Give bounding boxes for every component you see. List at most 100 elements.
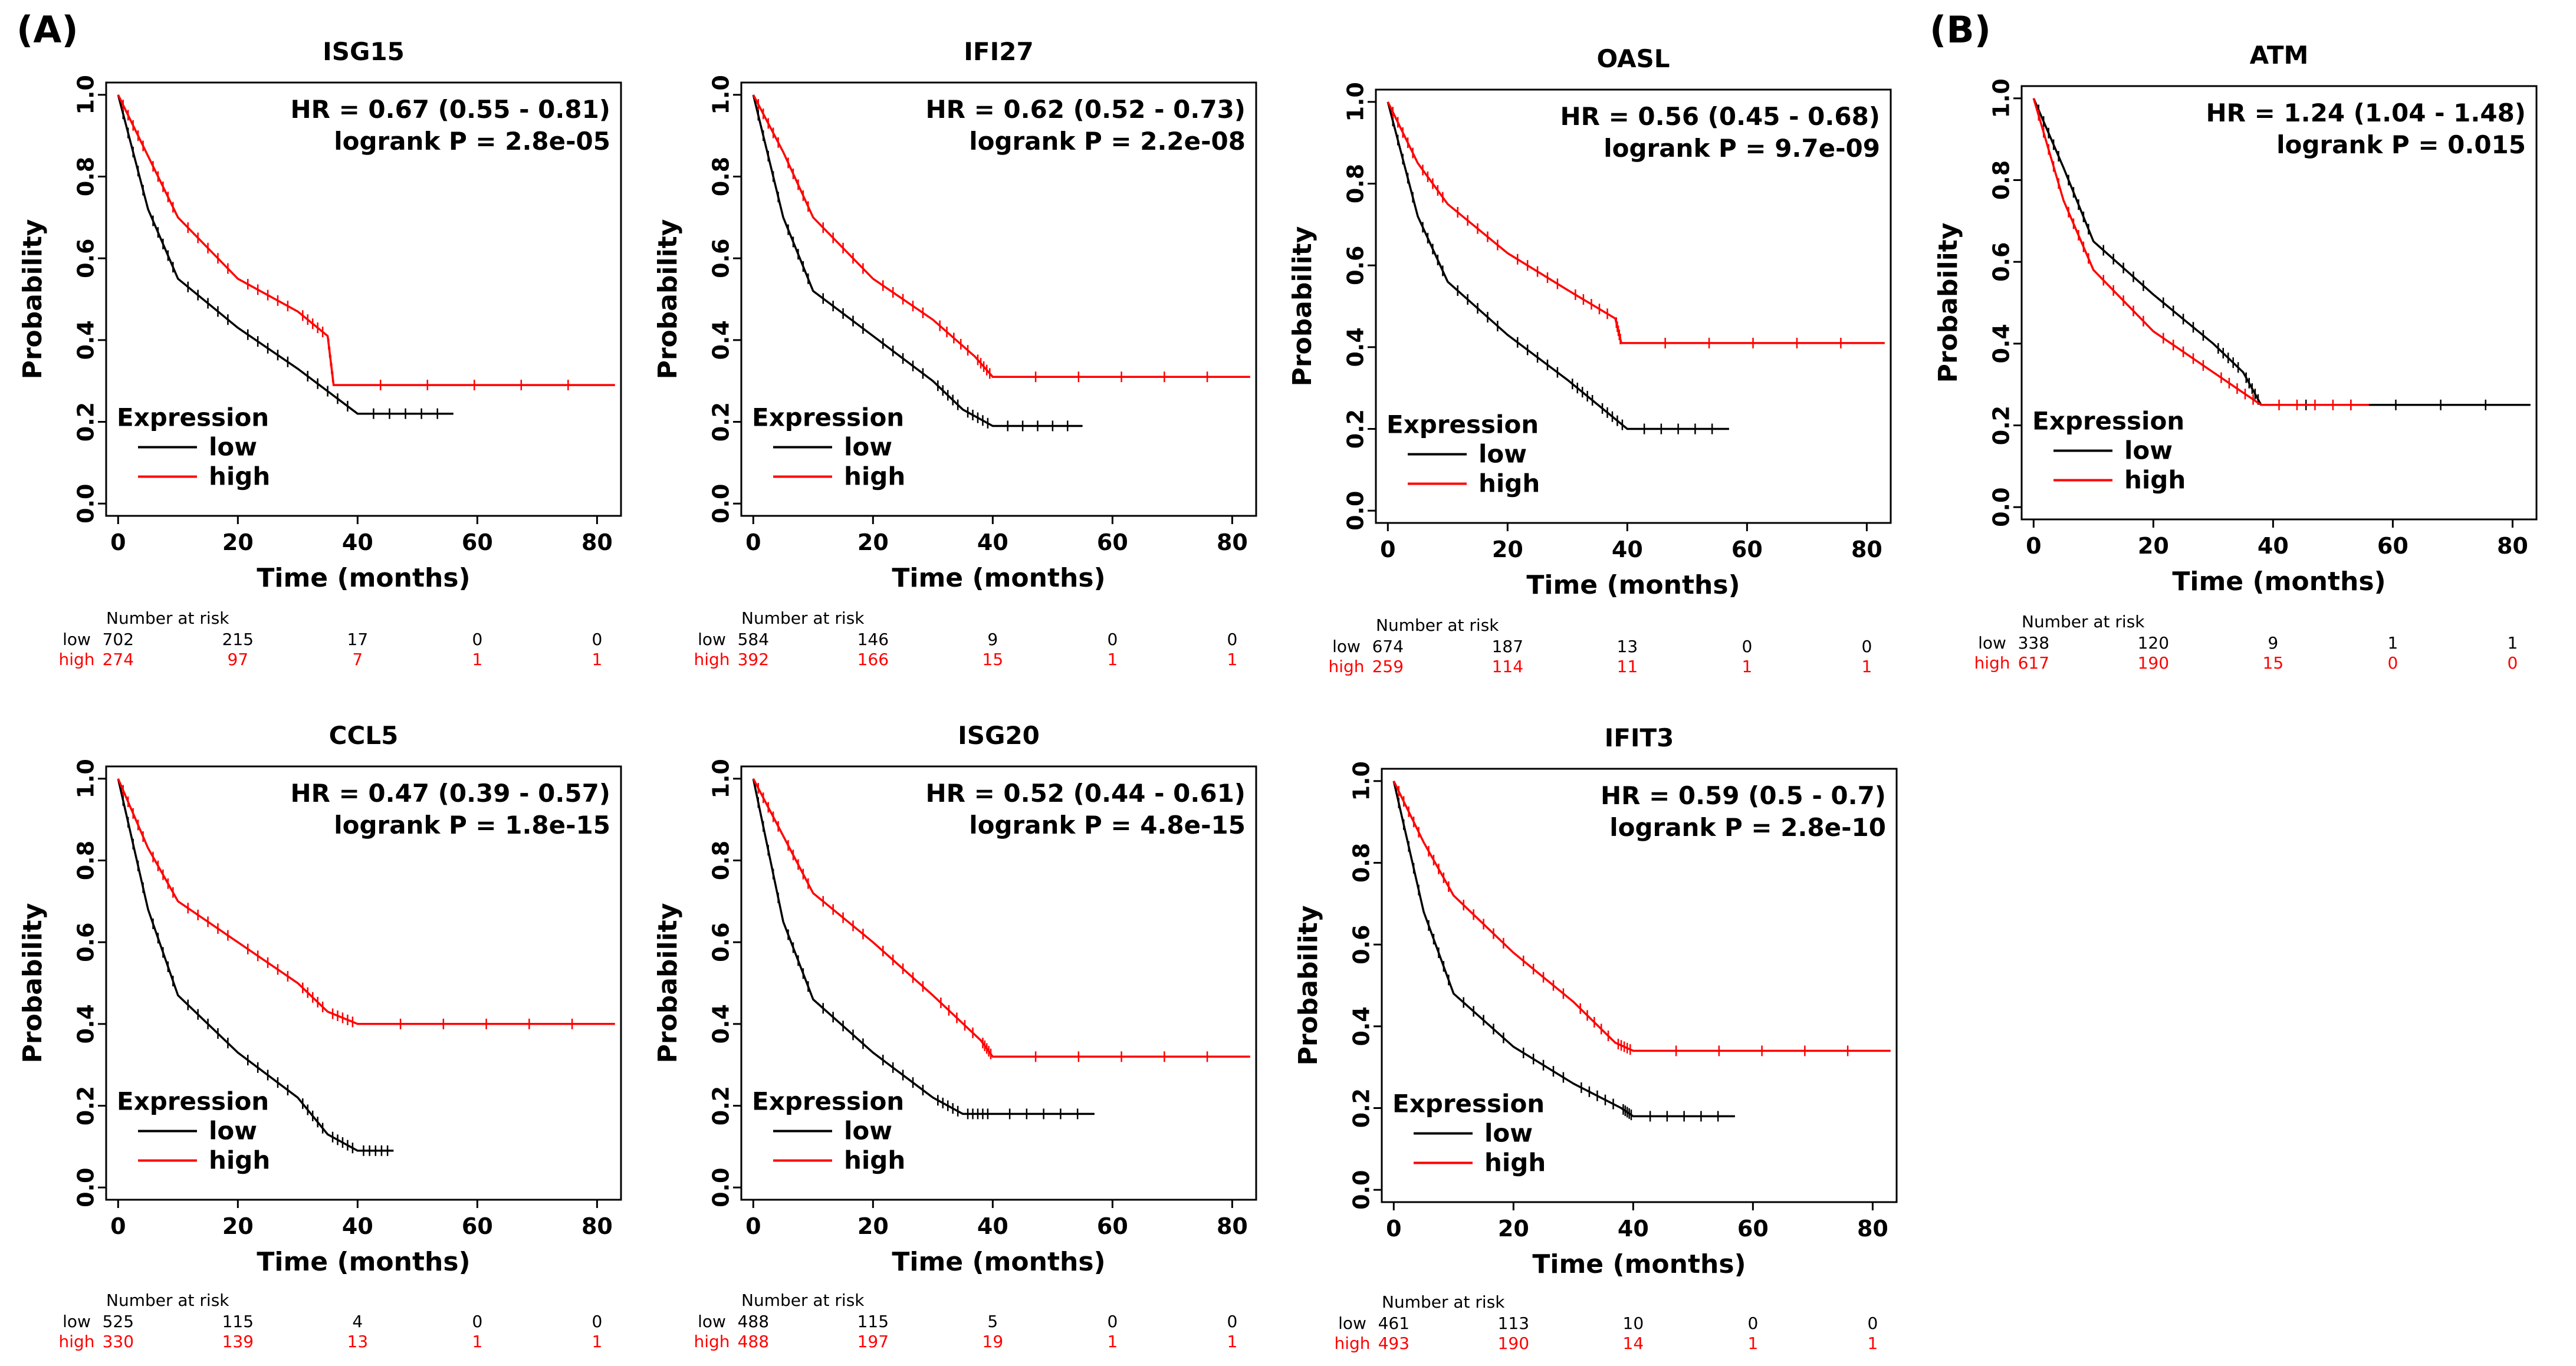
legend-title: Expression [752, 403, 904, 432]
logrank-annotation: logrank P = 4.8e-15 [969, 811, 1246, 840]
y-tick-label: 0.6 [73, 922, 99, 962]
x-tick-label: 20 [1492, 536, 1523, 562]
y-tick-label: 0.2 [708, 402, 734, 442]
risk-count-low: 146 [857, 630, 889, 649]
y-tick-label: 0.6 [73, 238, 99, 278]
risk-count-high: 259 [1372, 657, 1404, 676]
y-tick-label: 0.8 [708, 157, 734, 196]
logrank-annotation: logrank P = 2.2e-08 [969, 127, 1246, 156]
x-tick-label: 80 [581, 529, 613, 555]
chart-title: IFI27 [964, 37, 1033, 66]
y-tick-label: 0.2 [1343, 409, 1369, 449]
y-tick-label: 0.8 [73, 157, 99, 196]
risk-count-high: 392 [738, 650, 769, 669]
risk-count-high: 1 [1227, 650, 1237, 669]
y-tick-label: 1.0 [73, 759, 99, 798]
risk-count-high: 190 [2138, 653, 2169, 673]
x-tick-label: 80 [1217, 529, 1248, 555]
legend-label-low: low [1478, 439, 1527, 468]
legend-title: Expression [1386, 410, 1539, 439]
risk-count-low: 702 [103, 630, 134, 649]
legend-label-low: low [209, 1116, 257, 1145]
y-tick-label: 0.4 [73, 320, 99, 360]
risk-count-low: 0 [1227, 630, 1237, 649]
risk-count-low: 13 [1617, 637, 1638, 656]
risk-count-low: 17 [347, 630, 369, 649]
y-tick-label: 0.4 [1343, 327, 1369, 367]
y-tick-label: 0.2 [1349, 1088, 1375, 1128]
risk-table: Number at risklowhigh4614931131901014010… [1334, 1292, 1878, 1353]
y-tick-label: 1.0 [1343, 82, 1369, 121]
plot-frame [740, 765, 1257, 1201]
x-tick-label: 60 [2377, 533, 2409, 559]
risk-count-high: 1 [472, 1332, 482, 1351]
risk-count-low: 0 [1107, 630, 1118, 649]
risk-count-low: 120 [2138, 633, 2169, 653]
risk-count-high: 7 [352, 650, 363, 669]
risk-count-high: 617 [2018, 653, 2049, 673]
y-axis-label: Probability [653, 903, 683, 1064]
risk-count-high: 1 [1747, 1334, 1758, 1353]
hr-annotation: HR = 0.59 (0.5 - 0.7) [1601, 781, 1886, 810]
risk-count-low: 0 [1227, 1312, 1237, 1331]
risk-count-high: 493 [1378, 1334, 1409, 1353]
risk-count-low: 215 [222, 630, 254, 649]
panel-label-b: (B) [1930, 8, 1991, 51]
risk-count-low: 0 [1747, 1314, 1758, 1333]
x-tick-label: 40 [977, 1213, 1008, 1239]
risk-count-low: 10 [1623, 1314, 1644, 1333]
risk-count-high: 19 [983, 1332, 1004, 1351]
y-tick-label: 0.2 [73, 402, 99, 442]
hr-annotation: HR = 0.52 (0.44 - 0.61) [926, 779, 1246, 808]
risk-row-label-high: high [694, 650, 730, 669]
y-tick-label: 0.2 [73, 1086, 99, 1125]
y-tick-label: 0.4 [708, 320, 734, 360]
risk-table: Number at risklowhigh6742591871141311010… [1328, 615, 1872, 676]
risk-count-high: 1 [1742, 657, 1752, 676]
risk-count-low: 115 [222, 1312, 254, 1331]
x-tick-label: 60 [1097, 1213, 1128, 1239]
x-axis-label: Time (months) [892, 1247, 1105, 1277]
risk-count-high: 1 [1227, 1332, 1237, 1351]
y-tick-label: 0.6 [708, 238, 734, 278]
logrank-annotation: logrank P = 2.8e-10 [1609, 813, 1886, 842]
x-tick-label: 40 [342, 1213, 373, 1239]
risk-row-label-low: low [1978, 633, 2006, 653]
risk-count-high: 14 [1623, 1334, 1644, 1353]
risk-count-low: 584 [738, 630, 769, 649]
x-tick-label: 20 [222, 529, 254, 555]
legend-label-low: low [2124, 436, 2173, 465]
logrank-annotation: logrank P = 1.8e-15 [334, 811, 610, 840]
risk-count-high: 274 [103, 650, 134, 669]
x-tick-label: 0 [745, 529, 761, 555]
x-axis-label: Time (months) [892, 563, 1105, 593]
y-axis-label: Probability [18, 219, 48, 380]
x-tick-label: 0 [2026, 533, 2041, 559]
risk-table-header: Number at risk [2022, 612, 2145, 631]
logrank-annotation: logrank P = 2.8e-05 [334, 127, 610, 156]
km-panel-ifit3: IFIT3 0.0 0.2 0.4 0.6 0.8 1.0 0 20 40 60 80 Time (mo… [1293, 723, 1898, 1353]
y-tick-label: 0.0 [73, 484, 99, 524]
panel-label-a: (A) [17, 8, 78, 51]
y-tick-label: 0.0 [1349, 1170, 1375, 1210]
risk-count-high: 13 [347, 1332, 369, 1351]
risk-count-low: 525 [103, 1312, 134, 1331]
legend-title: Expression [752, 1087, 904, 1115]
risk-count-high: 190 [1498, 1334, 1529, 1353]
logrank-annotation: logrank P = 9.7e-09 [1604, 134, 1880, 163]
risk-count-low: 338 [2018, 633, 2049, 653]
risk-row-label-low: low [698, 1312, 726, 1331]
x-tick-label: 60 [1737, 1216, 1769, 1242]
risk-count-low: 1 [2507, 633, 2518, 653]
x-tick-label: 20 [857, 529, 889, 555]
legend-label-high: high [1478, 469, 1540, 498]
legend-label-high: high [844, 1146, 905, 1174]
legend-label-low: low [1484, 1118, 1533, 1147]
risk-count-low: 0 [1861, 637, 1872, 656]
risk-count-high: 97 [228, 650, 249, 669]
y-tick-label: 0.0 [708, 1168, 734, 1207]
